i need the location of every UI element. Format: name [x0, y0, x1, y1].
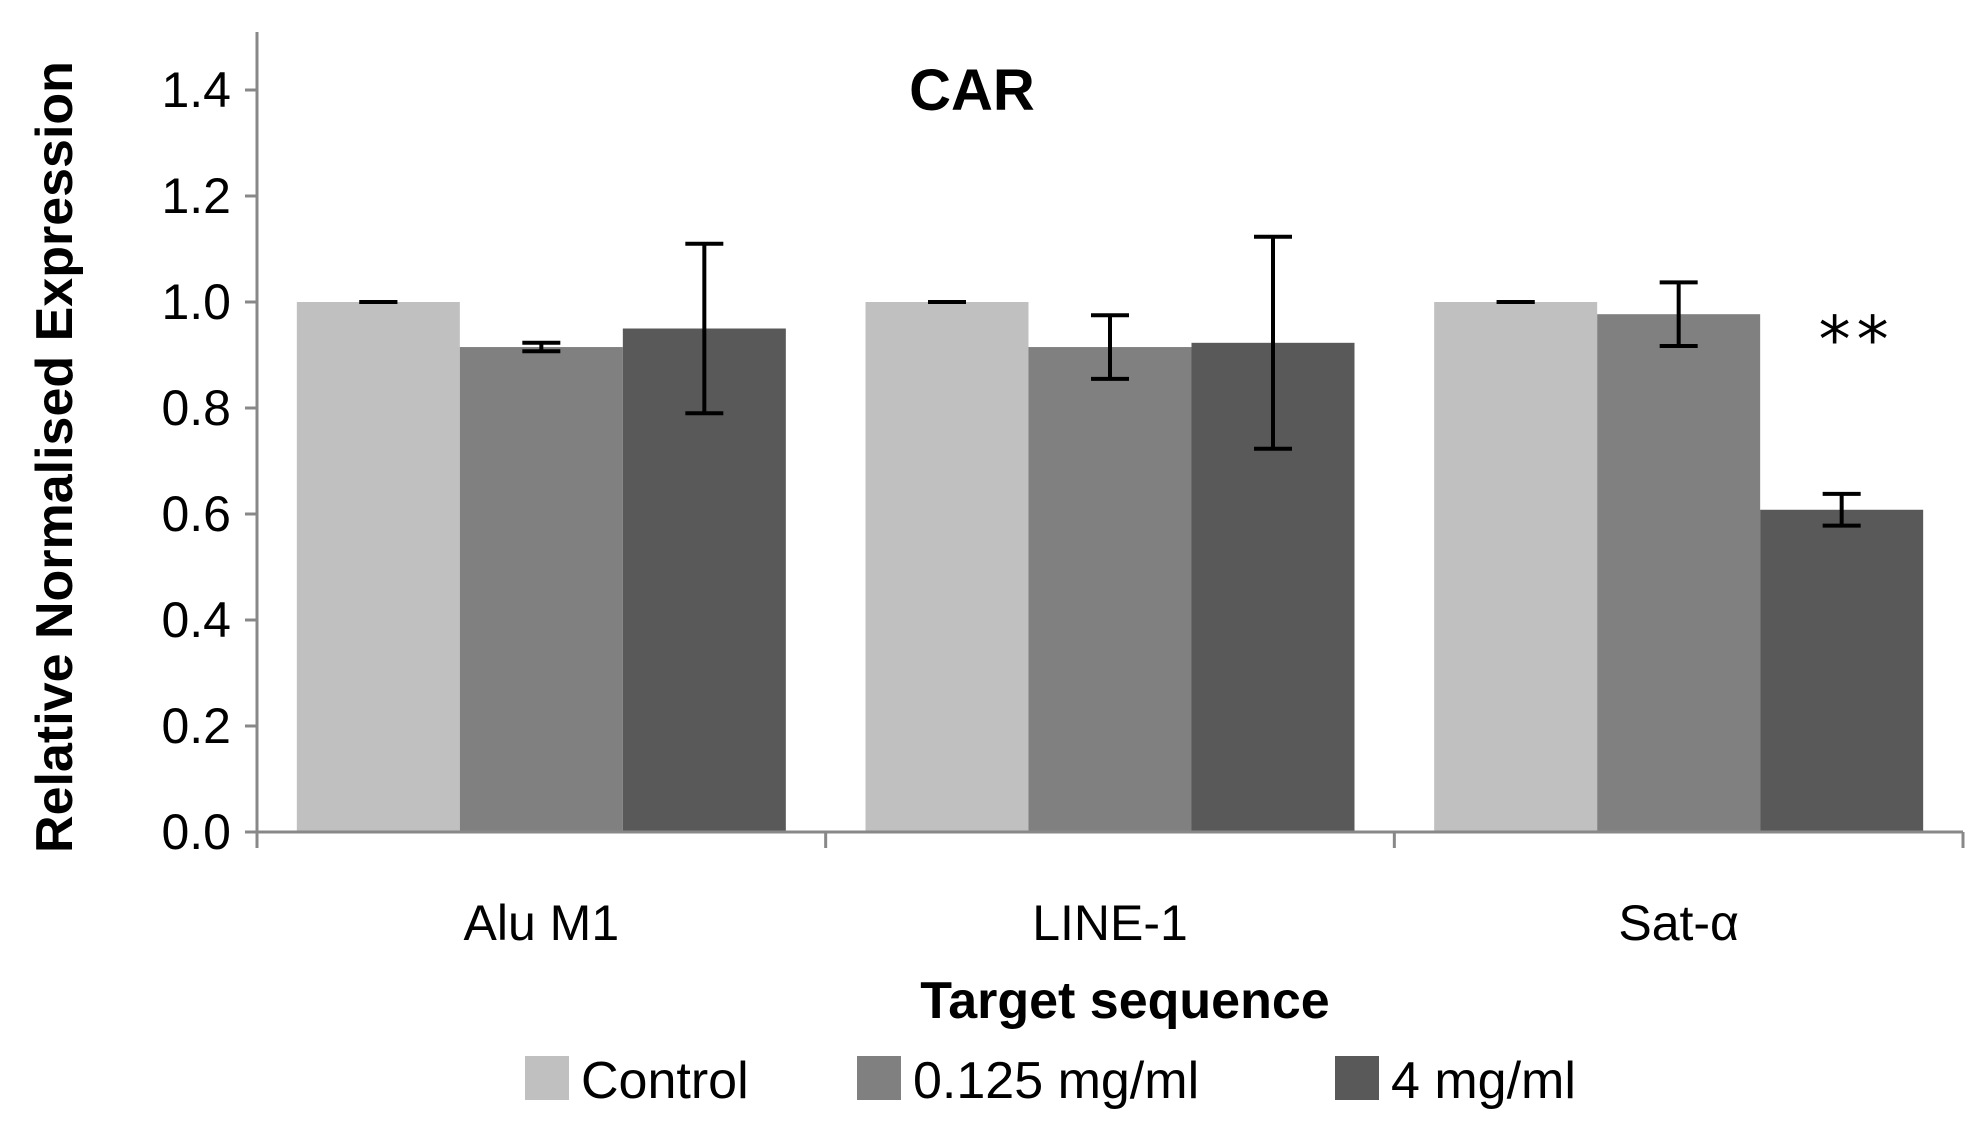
x-tick-label: Sat-α: [1618, 895, 1739, 951]
x-tick-label: Alu M1: [464, 895, 620, 951]
legend-swatch-control: [525, 1056, 569, 1100]
legend-item-4-mg-ml: 4 mg/ml: [1335, 1052, 1576, 1110]
bar-sat-control: [1434, 302, 1598, 832]
bar-sat-0-125-mg-ml: [1597, 314, 1761, 832]
legend-label-0-125-mg-ml: 0.125 mg/ml: [913, 1052, 1199, 1110]
legend-label-control: Control: [581, 1052, 749, 1110]
y-axis-title: Relative Normalised Expression: [26, 61, 84, 853]
error-bars-group: [359, 234, 1861, 528]
legend-item-control: Control: [525, 1052, 749, 1110]
y-tick-label: 1.2: [161, 168, 231, 224]
y-tick-label: 0.4: [161, 592, 231, 648]
significance-annotation: **: [1819, 304, 1895, 378]
y-tick-label: 1.0: [161, 274, 231, 330]
legend-item-0-125-mg-ml: 0.125 mg/ml: [857, 1052, 1199, 1110]
y-tick-label: 0.6: [161, 486, 231, 542]
x-tick-label: LINE-1: [1032, 895, 1188, 951]
bar-alu-m1-control: [296, 302, 460, 832]
bar-line-1-control: [865, 302, 1029, 832]
y-tick-label: 0.2: [161, 698, 231, 754]
labels-group: 0.0 0.2 0.4 0.6 0.8 1.0 1.2 1.4 Alu M1 LINE-1 Sat-…: [26, 58, 1895, 1030]
bar-sat-4-mg-ml: [1760, 509, 1924, 832]
axes-group: [245, 32, 1965, 848]
bars-group: [296, 302, 1924, 832]
chart-title: CAR: [909, 58, 1035, 123]
bar-alu-m1-0-125-mg-ml: [459, 347, 623, 832]
legend: Control 0.125 mg/ml 4 mg/ml: [525, 1052, 1576, 1110]
bar-line-1-0-125-mg-ml: [1028, 347, 1192, 832]
x-axis-title: Target sequence: [920, 972, 1329, 1030]
y-tick-label: 0.0: [161, 804, 231, 860]
legend-label-4-mg-ml: 4 mg/ml: [1391, 1052, 1576, 1110]
legend-swatch-4-mg-ml: [1335, 1056, 1379, 1100]
y-tick-label: 1.4: [161, 62, 231, 118]
legend-swatch-0-125-mg-ml: [857, 1056, 901, 1100]
y-tick-label: 0.8: [161, 380, 231, 436]
